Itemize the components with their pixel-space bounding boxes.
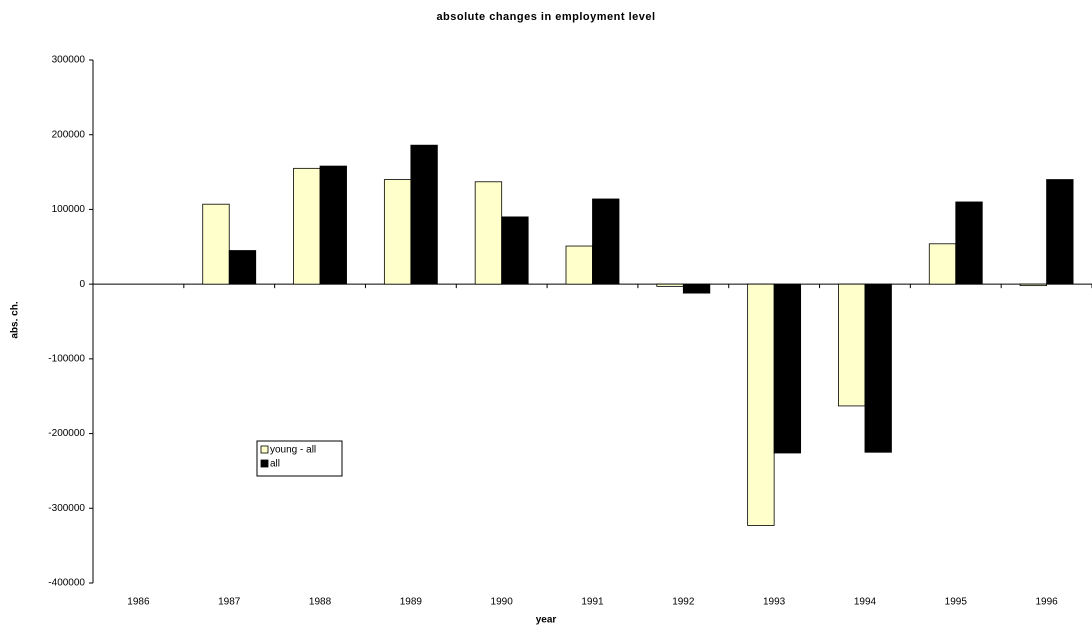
chart-title: absolute changes in employment level [436,11,655,23]
bar [955,201,983,285]
x-tick-label: 1996 [1035,597,1058,608]
x-tick-label: 1989 [400,597,423,608]
bar [501,216,529,285]
x-tick-label: 1990 [491,597,514,608]
bar [747,283,775,526]
y-axis-title: abs. ch. [10,301,21,338]
x-tick-label: 1991 [581,597,604,608]
legend [256,440,343,477]
x-tick-label: 1994 [854,597,877,608]
x-tick-label: 1986 [127,597,150,608]
y-tick-label: -400000 [48,578,85,589]
x-tick-label: 1995 [945,597,968,608]
y-tick-label: -200000 [48,428,85,439]
x-tick-label: 1993 [763,597,786,608]
bar [319,165,347,285]
bar [773,283,802,454]
bar [928,243,957,285]
bar [228,250,257,285]
y-tick-label: -300000 [48,503,85,514]
bar [565,245,593,285]
legend-swatch [260,459,269,468]
y-tick-label: -100000 [48,353,85,364]
bar [864,283,892,453]
y-tick-label: 200000 [52,129,86,140]
bar [656,283,684,287]
y-tick-label: 300000 [52,55,86,66]
legend-swatch [260,445,269,454]
x-axis-title: year [536,615,557,626]
bar [1019,283,1047,287]
legend-label: young - all [270,445,316,456]
bar [410,144,438,285]
bar [202,203,230,285]
bar [1046,179,1074,285]
x-tick-label: 1988 [309,597,332,608]
bar [592,198,620,285]
bar [838,283,866,407]
legend-label: all [270,459,280,470]
y-tick-label: 100000 [52,204,86,215]
bar [383,179,412,285]
x-tick-label: 1987 [218,597,241,608]
x-tick-label: 1992 [672,597,695,608]
bar [293,167,321,285]
bar [682,283,711,294]
y-tick-label: 0 [79,279,85,290]
bar [474,181,503,285]
